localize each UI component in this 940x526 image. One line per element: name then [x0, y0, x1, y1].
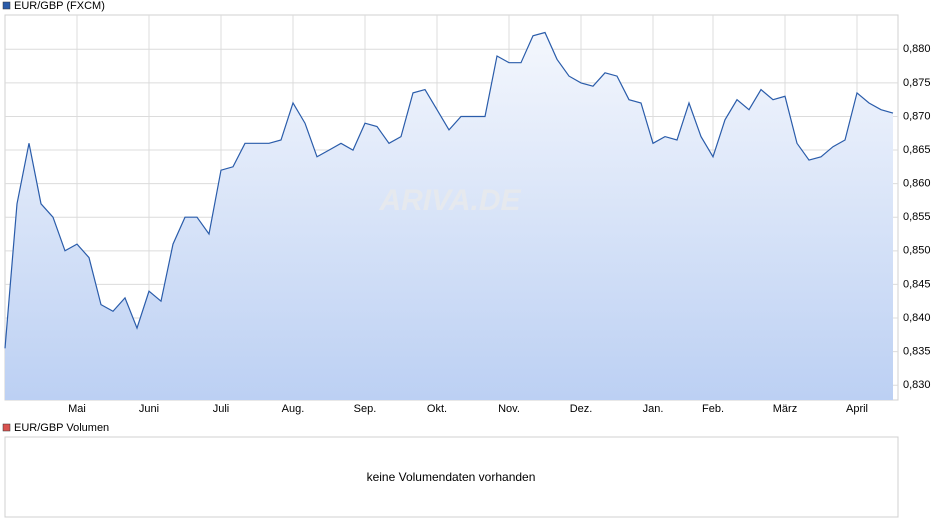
x-tick-label: März — [773, 403, 797, 415]
legend-swatch — [2, 1, 11, 10]
volume-message: keine Volumendaten vorhanden — [367, 470, 536, 484]
x-tick-label: Jan. — [643, 403, 664, 415]
y-tick-label: 0,840 — [903, 312, 931, 324]
y-tick-label: 0,830 — [903, 379, 931, 391]
x-tick-label: Nov. — [498, 403, 520, 415]
x-tick-label: Juni — [139, 403, 159, 415]
x-tick-label: April — [846, 403, 868, 415]
x-tick-label: Okt. — [427, 403, 447, 415]
x-tick-label: Feb. — [702, 403, 724, 415]
x-tick-label: Dez. — [570, 403, 593, 415]
y-tick-label: 0,850 — [903, 245, 931, 257]
y-tick-label: 0,865 — [903, 144, 931, 156]
y-tick-label: 0,860 — [903, 178, 931, 190]
x-tick-label: Juli — [213, 403, 230, 415]
x-tick-label: Mai — [68, 403, 86, 415]
legend-label: EUR/GBP Volumen — [14, 422, 109, 434]
y-tick-label: 0,870 — [903, 110, 931, 122]
watermark: ARIVA.DE — [378, 184, 521, 217]
x-tick-label: Aug. — [282, 403, 305, 415]
legend-label: EUR/GBP (FXCM) — [14, 0, 105, 12]
y-tick-label: 0,835 — [903, 346, 931, 358]
y-tick-label: 0,855 — [903, 211, 931, 223]
y-tick-label: 0,845 — [903, 278, 931, 290]
y-tick-label: 0,880 — [903, 43, 931, 55]
volume-frame — [4, 436, 899, 518]
x-tick-label: Sep. — [354, 403, 377, 415]
area — [5, 32, 893, 400]
plot — [5, 15, 898, 400]
legend-swatch — [2, 423, 11, 432]
y-tick-label: 0,875 — [903, 77, 931, 89]
line — [4, 31, 894, 349]
